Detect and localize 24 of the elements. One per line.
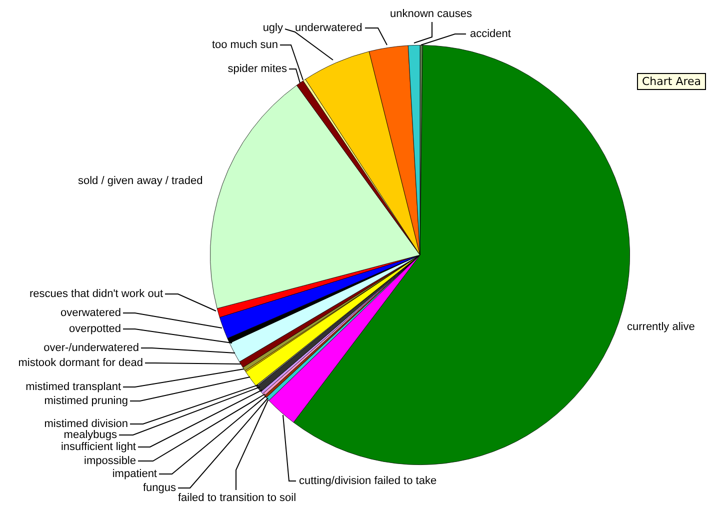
slice-label: over-/underwatered xyxy=(44,342,139,354)
slice-label: ugly xyxy=(262,22,284,34)
slice-label: underwatered xyxy=(295,22,362,34)
slice-label: impossible xyxy=(84,455,136,468)
slice-label: spider mites xyxy=(228,63,288,76)
slice-label: sold / given away / traded xyxy=(78,175,203,188)
slice-label: rescues that didn't work out xyxy=(29,288,163,300)
slice-label: accident xyxy=(470,28,511,40)
slice-label: fungus xyxy=(142,482,176,494)
slice-label: insufficient light xyxy=(60,441,136,454)
slice-label: overwatered xyxy=(60,307,121,320)
slice-label: mistook dormant for dead xyxy=(18,357,143,370)
slice-label: too much sun xyxy=(212,39,278,52)
slice-label: mealybugs xyxy=(64,429,118,442)
slice-label: mistimed transplant xyxy=(26,381,121,394)
slice-label: failed to transition to soil xyxy=(178,492,296,504)
slice-label: mistimed division xyxy=(44,418,128,430)
slice-label: impatient xyxy=(112,468,157,480)
slice-label: currently alive xyxy=(627,321,695,334)
slice-label: cutting/division failed to take xyxy=(299,475,437,488)
slice-label: overpotted xyxy=(69,323,121,336)
slice-label: unknown causes xyxy=(390,8,472,20)
slice-label: mistimed pruning xyxy=(44,395,128,408)
text: Chart Area xyxy=(637,73,706,90)
